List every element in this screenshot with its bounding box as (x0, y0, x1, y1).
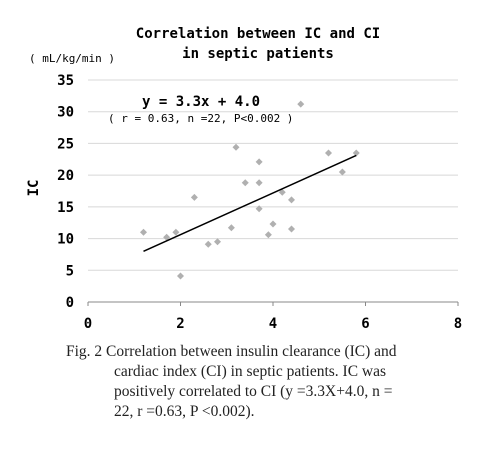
point (352, 149, 360, 157)
point (177, 272, 184, 280)
y-tick-label: 5 (66, 263, 74, 279)
y-tick-label: 20 (57, 168, 74, 184)
y-tick-label: 25 (57, 136, 74, 152)
chart-title: Correlation between IC and CI (136, 26, 380, 42)
x-tick-label: 0 (84, 316, 92, 332)
point (255, 205, 263, 213)
point (288, 225, 295, 233)
point (232, 143, 240, 151)
stats: ( r = 0.63, n =22, P<0.002 ) (108, 112, 293, 125)
point (214, 238, 221, 246)
y-axis-label: IC (26, 180, 42, 197)
point (172, 228, 180, 236)
point (325, 149, 332, 157)
point (264, 231, 272, 239)
point (255, 179, 263, 187)
caption-line: cardiac index (CI) in septic patients. I… (114, 363, 386, 380)
point (288, 196, 295, 204)
chart-subtitle: in septic patients (182, 46, 334, 62)
point (163, 233, 171, 241)
point (241, 179, 249, 187)
point (297, 100, 305, 108)
y-tick-label: 35 (57, 73, 74, 89)
trendline (143, 154, 357, 252)
x-tick-label: 8 (454, 316, 462, 332)
point (278, 188, 286, 196)
y-tick-label: 30 (57, 105, 74, 121)
caption-line: Fig. 2 Correlation between insulin clear… (66, 343, 397, 360)
x-tick-label: 2 (176, 316, 184, 332)
y-tick-label: 15 (57, 200, 74, 216)
x-tick-label: 6 (361, 316, 369, 332)
point (204, 240, 212, 248)
x-tick-label: 4 (269, 316, 277, 332)
point (269, 220, 277, 228)
point (190, 193, 198, 201)
equation: y = 3.3x + 4.0 (142, 94, 260, 110)
point (338, 168, 346, 176)
point (227, 224, 235, 232)
y-unit: ( mL/kg/min ) (29, 52, 115, 65)
point (140, 228, 147, 236)
caption-line: 22, r =0.63, P <0.002). (114, 403, 254, 420)
point (255, 158, 263, 166)
y-tick-label: 10 (57, 232, 74, 248)
y-tick-label: 0 (66, 295, 74, 311)
caption-line: positively correlated to CI (y =3.3X+4.0… (114, 383, 392, 400)
